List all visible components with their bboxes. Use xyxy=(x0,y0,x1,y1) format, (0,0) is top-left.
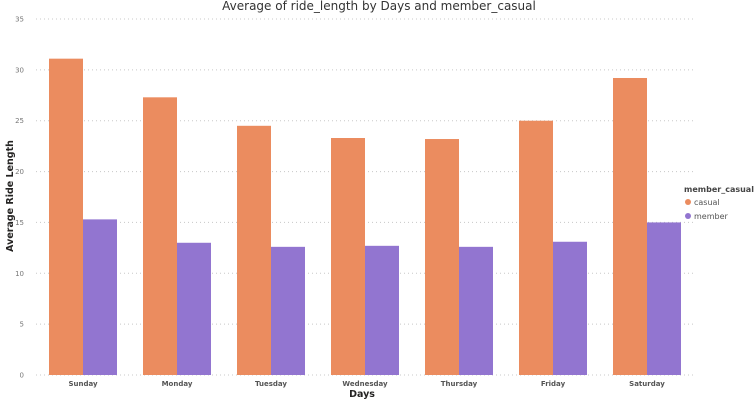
bar-member-sunday[interactable] xyxy=(83,219,117,375)
bar-member-monday[interactable] xyxy=(177,242,211,375)
legend-marker-member xyxy=(685,213,691,219)
legend-label-casual: casual xyxy=(694,198,720,207)
bar-casual-tuesday[interactable] xyxy=(237,125,271,375)
y-tick-label: 5 xyxy=(20,321,24,329)
y-tick-label: 25 xyxy=(15,117,24,125)
legend-title: member_casual xyxy=(684,185,754,194)
bars xyxy=(49,58,681,375)
legend-label-member: member xyxy=(694,212,729,221)
bar-member-tuesday[interactable] xyxy=(271,246,305,375)
legend: member_casual casual member xyxy=(684,185,754,221)
bar-member-wednesday[interactable] xyxy=(365,245,399,375)
x-tick-label: Sunday xyxy=(68,380,98,388)
bar-member-friday[interactable] xyxy=(553,241,587,375)
chart-title: Average of ride_length by Days and membe… xyxy=(222,0,536,13)
x-tick-label: Wednesday xyxy=(342,380,388,388)
y-tick-label: 20 xyxy=(15,168,24,176)
bar-member-saturday[interactable] xyxy=(647,222,681,375)
x-tick-label: Saturday xyxy=(629,380,665,388)
y-tick-label: 15 xyxy=(15,219,24,227)
y-axis-ticks: 0 5 10 15 20 25 30 35 xyxy=(15,16,24,380)
x-axis-title: Days xyxy=(349,389,375,400)
x-tick-label: Tuesday xyxy=(255,380,287,388)
y-tick-label: 30 xyxy=(15,66,24,74)
y-tick-label: 10 xyxy=(15,270,24,278)
bar-casual-wednesday[interactable] xyxy=(331,138,365,375)
bar-casual-friday[interactable] xyxy=(519,120,553,375)
x-axis-ticks: Sunday Monday Tuesday Wednesday Thursday Frid… xyxy=(68,380,665,388)
legend-marker-casual xyxy=(685,199,691,205)
y-axis-title: Average Ride Length xyxy=(5,140,16,252)
bar-casual-thursday[interactable] xyxy=(425,139,459,375)
bar-casual-saturday[interactable] xyxy=(613,77,647,375)
bar-member-thursday[interactable] xyxy=(459,246,493,375)
y-tick-label: 0 xyxy=(20,372,24,380)
x-tick-label: Friday xyxy=(541,380,566,388)
bar-casual-monday[interactable] xyxy=(143,97,177,375)
x-tick-label: Monday xyxy=(162,380,193,388)
y-tick-label: 35 xyxy=(15,16,24,24)
bar-casual-sunday[interactable] xyxy=(49,58,83,375)
x-tick-label: Thursday xyxy=(441,380,478,388)
